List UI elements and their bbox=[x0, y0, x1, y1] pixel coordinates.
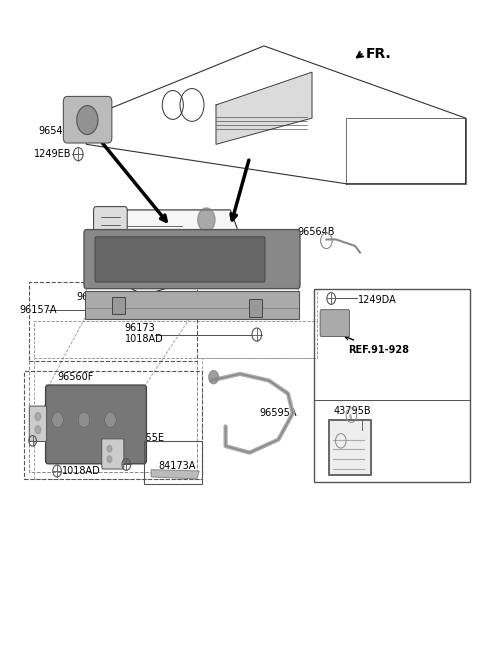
Text: 96563F: 96563F bbox=[202, 238, 238, 249]
Text: 96564B: 96564B bbox=[298, 226, 335, 237]
Circle shape bbox=[105, 412, 116, 428]
Text: 43795B: 43795B bbox=[334, 406, 371, 417]
Text: 96173: 96173 bbox=[125, 323, 156, 333]
FancyBboxPatch shape bbox=[46, 385, 146, 464]
Polygon shape bbox=[106, 210, 250, 295]
FancyBboxPatch shape bbox=[94, 207, 127, 246]
FancyBboxPatch shape bbox=[102, 439, 124, 469]
Text: 1018AD: 1018AD bbox=[62, 466, 101, 476]
Text: 84173A: 84173A bbox=[158, 461, 196, 471]
FancyBboxPatch shape bbox=[84, 230, 300, 289]
Text: 96155D: 96155D bbox=[43, 403, 82, 413]
Polygon shape bbox=[216, 72, 312, 144]
Circle shape bbox=[77, 106, 98, 134]
Text: REF.91-928: REF.91-928 bbox=[348, 344, 409, 355]
Circle shape bbox=[35, 413, 41, 420]
Circle shape bbox=[52, 412, 63, 428]
Polygon shape bbox=[151, 470, 199, 479]
Text: 96157A: 96157A bbox=[19, 305, 57, 316]
FancyBboxPatch shape bbox=[63, 96, 112, 143]
Circle shape bbox=[35, 426, 41, 434]
FancyBboxPatch shape bbox=[328, 419, 371, 475]
Text: 1018AD: 1018AD bbox=[125, 334, 164, 344]
Text: 96595A: 96595A bbox=[259, 408, 297, 419]
Text: 96155E: 96155E bbox=[127, 432, 164, 443]
Text: FR.: FR. bbox=[366, 47, 392, 61]
FancyBboxPatch shape bbox=[85, 291, 299, 319]
Circle shape bbox=[78, 412, 90, 428]
Text: 96540: 96540 bbox=[38, 126, 69, 136]
FancyBboxPatch shape bbox=[95, 237, 265, 282]
Text: 96560F: 96560F bbox=[58, 372, 94, 382]
FancyBboxPatch shape bbox=[320, 310, 349, 337]
Circle shape bbox=[107, 445, 112, 452]
Text: 96173: 96173 bbox=[77, 291, 108, 302]
Text: 1249EB: 1249EB bbox=[34, 149, 71, 159]
FancyBboxPatch shape bbox=[112, 297, 125, 314]
Circle shape bbox=[198, 208, 215, 232]
FancyBboxPatch shape bbox=[29, 406, 47, 441]
Text: 1249DA: 1249DA bbox=[358, 295, 396, 305]
Circle shape bbox=[209, 371, 218, 384]
FancyBboxPatch shape bbox=[249, 299, 262, 317]
Circle shape bbox=[107, 456, 112, 462]
